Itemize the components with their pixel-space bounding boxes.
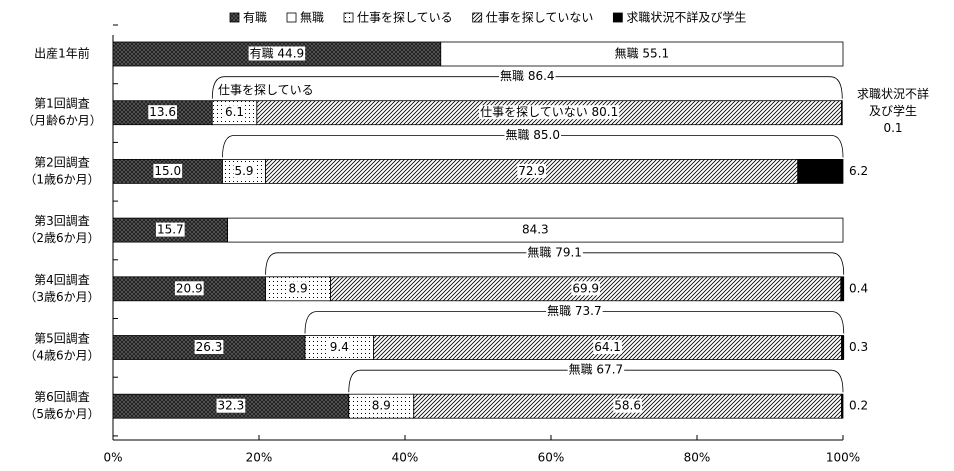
- value-label-bg: [223, 105, 246, 120]
- y-tick-label: 第6回調査: [34, 390, 90, 404]
- value-label-bg: [194, 340, 224, 354]
- value-label: 8.9: [289, 281, 308, 295]
- bar-segment: [841, 335, 845, 360]
- brace-label: 無職 85.0: [505, 127, 560, 142]
- y-tick-label: （5歳6か月）: [24, 407, 99, 421]
- legend-swatch: [286, 12, 297, 23]
- value-label: 無職 55.1: [615, 46, 670, 61]
- value-label: 6.2: [849, 164, 868, 178]
- side-note: 求職状況不詳: [857, 86, 929, 101]
- legend-label: 仕事を探している: [357, 11, 453, 25]
- value-label-bg: [593, 340, 622, 354]
- side-note: 及び学生: [869, 103, 917, 118]
- value-label-bg: [613, 398, 643, 413]
- x-tick-label: 100%: [826, 451, 860, 465]
- brace-label-bg: [504, 126, 562, 142]
- y-tick-label: 第1回調査: [34, 97, 90, 111]
- brace-label-bg: [546, 303, 603, 318]
- brace-label-bg: [526, 244, 583, 260]
- legend-swatch: [229, 12, 240, 23]
- value-label: 6.1: [225, 105, 244, 119]
- y-tick-label: （3歳6か月）: [24, 290, 99, 304]
- legend-swatch: [612, 12, 623, 23]
- legend-label: 求職状況不詳及び学生: [626, 10, 746, 25]
- value-label: 0.2: [849, 399, 868, 413]
- y-tick-label: 第2回調査: [34, 155, 90, 169]
- value-label-bg: [287, 281, 309, 296]
- value-label-bg: [328, 340, 350, 354]
- value-label: 8.9: [372, 399, 391, 413]
- value-label: 58.6: [614, 399, 641, 413]
- value-label-bg: [520, 222, 550, 237]
- brace-label-bg: [499, 68, 556, 84]
- value-label: 15.7: [157, 223, 184, 237]
- legend-swatch: [472, 12, 483, 23]
- value-label-bg: [370, 398, 392, 413]
- y-tick-label: 出産1年前: [34, 46, 90, 61]
- y-tick-label: （2歳6か月）: [24, 231, 99, 245]
- value-label-bg: [148, 105, 177, 120]
- value-label: 26.3: [196, 340, 223, 354]
- y-tick-label: （月齢6か月）: [22, 113, 102, 128]
- value-label-bg: [571, 281, 601, 296]
- value-label: 0.1: [883, 121, 902, 135]
- value-label: 9.4: [330, 340, 349, 354]
- bar-segment: [840, 276, 845, 302]
- brace-label: 無職 73.7: [547, 303, 602, 318]
- legend-label: 仕事を探していない: [486, 11, 594, 25]
- y-tick-label: 第5回調査: [34, 332, 90, 346]
- x-tick-label: 40%: [392, 451, 419, 465]
- value-label-bg: [248, 46, 306, 61]
- value-label-bg: [479, 105, 620, 120]
- value-label: 64.1: [594, 340, 621, 354]
- brace-label: 無職 67.7: [569, 362, 624, 377]
- legend-label: 無職: [300, 10, 324, 25]
- value-label: 5.9: [234, 164, 253, 178]
- value-label-bg: [233, 163, 255, 178]
- brace-label: 無職 86.4: [500, 68, 555, 83]
- value-label: 32.3: [218, 399, 245, 413]
- legend-swatch: [343, 12, 354, 23]
- value-label: 84.3: [522, 223, 549, 237]
- value-label: 0.4: [849, 281, 868, 295]
- y-tick-label: 第3回調査: [34, 214, 90, 228]
- value-label-bg: [216, 398, 246, 413]
- y-tick-label: （4歳6か月）: [24, 349, 99, 363]
- x-tick-label: 20%: [246, 451, 273, 465]
- value-label: 20.9: [176, 281, 203, 295]
- value-label-bg: [613, 45, 671, 61]
- value-label-bg: [153, 163, 183, 178]
- x-tick-label: 80%: [684, 451, 711, 465]
- y-tick-label: （1歳6か月）: [24, 172, 99, 186]
- x-tick-label: 60%: [538, 451, 565, 465]
- value-label-bg: [155, 222, 185, 237]
- value-label: 15.0: [154, 164, 181, 178]
- annotation: 仕事を探している: [218, 83, 314, 97]
- value-label-bg: [174, 281, 204, 296]
- bar-segment: [841, 100, 843, 126]
- value-label: 72.9: [518, 164, 545, 178]
- value-label: 13.6: [149, 105, 176, 119]
- bar-segment: [841, 393, 844, 419]
- bar-segment: [797, 158, 844, 184]
- x-tick-label: 0%: [103, 451, 122, 465]
- legend-label: 有職: [243, 11, 267, 25]
- value-label-bg: [517, 163, 547, 178]
- brace-label-bg: [567, 361, 625, 377]
- value-label: 仕事を探していない 80.1: [480, 105, 618, 119]
- value-label: 69.9: [572, 281, 599, 295]
- value-label: 有職 44.9: [250, 47, 305, 61]
- brace-label: 無職 79.1: [527, 244, 582, 259]
- value-label: 0.3: [849, 340, 868, 354]
- y-tick-label: 第4回調査: [34, 273, 90, 287]
